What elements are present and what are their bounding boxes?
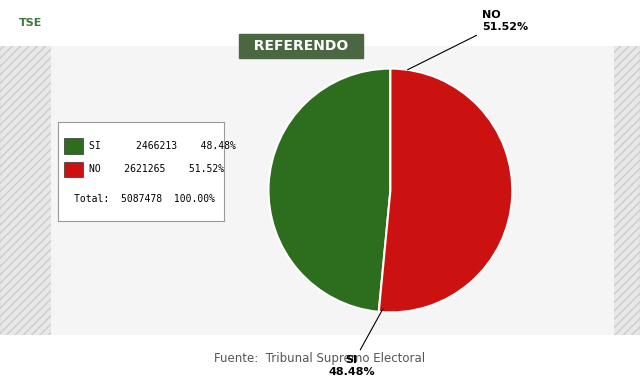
Text: NO    2621265    51.52%: NO 2621265 51.52% — [89, 165, 225, 174]
Wedge shape — [269, 69, 390, 312]
Bar — [64, 138, 83, 154]
Wedge shape — [379, 69, 512, 312]
Text: SI      2466213    48.48%: SI 2466213 48.48% — [89, 141, 236, 151]
Text: NO
51.52%: NO 51.52% — [408, 10, 528, 70]
Text: REFERENDO: REFERENDO — [244, 39, 358, 53]
Text: Fuente:  Tribunal Supremo Electoral: Fuente: Tribunal Supremo Electoral — [214, 352, 426, 365]
Text: Total:  5087478  100.00%: Total: 5087478 100.00% — [74, 194, 215, 204]
Text: TSE: TSE — [19, 18, 43, 28]
Bar — [64, 162, 83, 178]
Bar — [0, 335, 640, 381]
Text: SI
48.48%: SI 48.48% — [328, 309, 383, 377]
Bar — [0, 0, 640, 46]
